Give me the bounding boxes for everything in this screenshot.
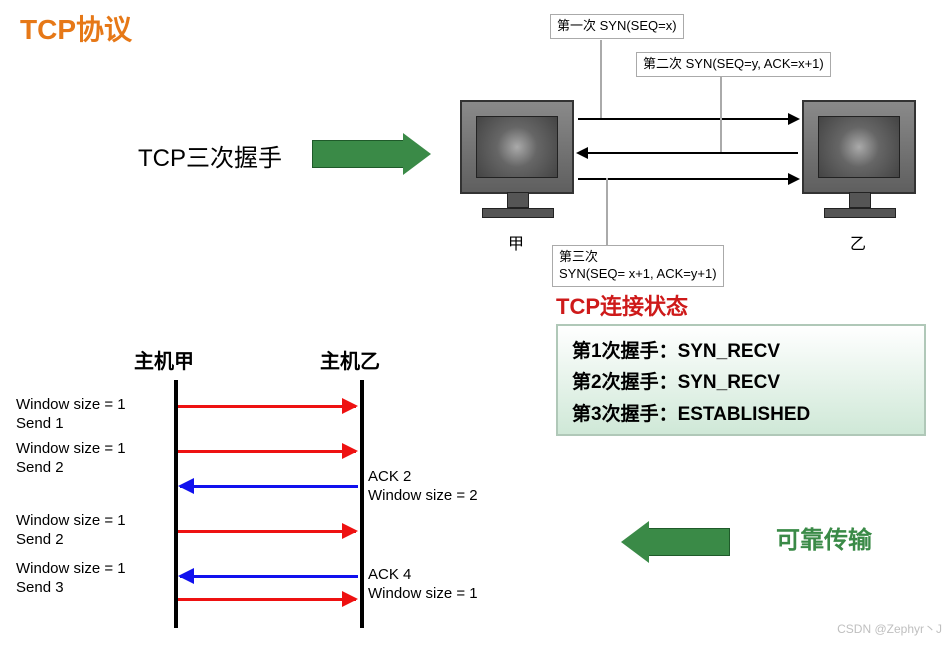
timeline-b (360, 380, 364, 628)
sw-text-3: ACK 2 Window size = 2 (368, 468, 478, 506)
callout-syn2: 第二次 SYN(SEQ=y, ACK=x+1) (636, 52, 831, 77)
seq-arrow-3 (180, 485, 358, 488)
callout-syn1: 第一次 SYN(SEQ=x) (550, 14, 684, 39)
sw-text-6: ACK 4 Window size = 1 (368, 566, 478, 604)
timeline-a (174, 380, 178, 628)
status-box: 第1次握手：SYN_RECV 第2次握手：SYN_RECV 第3次握手：ESTA… (556, 324, 926, 436)
sw-text-5: Window size = 1 Send 3 (16, 560, 126, 598)
seq-arrow-2 (178, 450, 356, 453)
sw-text-1: Window size = 1 Send 1 (16, 396, 126, 434)
status-line-3: 第3次握手：ESTABLISHED (572, 399, 910, 430)
callout-lead-2 (720, 76, 722, 152)
monitor-a-label: 甲 (508, 230, 524, 254)
handshake-line-2 (578, 152, 798, 154)
reliable-label: 可靠传输 (776, 520, 872, 555)
handshake-line-3 (578, 178, 798, 180)
page-title: TCP协议 (20, 8, 132, 48)
callout-syn3: 第三次 SYN(SEQ= x+1, ACK=y+1) (552, 245, 724, 287)
handshake-label: TCP三次握手 (138, 138, 282, 173)
monitor-b-label: 乙 (850, 230, 866, 254)
big-arrow-handshake (312, 140, 404, 168)
watermark: CSDN @Zephyr丶J (837, 620, 942, 637)
monitor-a-icon (460, 100, 574, 194)
host-a-label: 主机甲 (134, 345, 194, 374)
status-line-1: 第1次握手：SYN_RECV (572, 336, 910, 367)
host-b-label: 主机乙 (320, 345, 380, 374)
sw-text-4: Window size = 1 Send 2 (16, 512, 126, 550)
seq-arrow-5 (180, 575, 358, 578)
status-title: TCP连接状态 (556, 289, 688, 321)
monitor-b-icon (802, 100, 916, 194)
big-arrow-reliable (648, 528, 730, 556)
callout-lead-3 (606, 178, 608, 245)
sw-text-2: Window size = 1 Send 2 (16, 440, 126, 478)
seq-arrow-6 (178, 598, 356, 601)
callout-lead-1 (600, 40, 602, 118)
seq-arrow-4 (178, 530, 356, 533)
status-line-2: 第2次握手：SYN_RECV (572, 367, 910, 398)
handshake-line-1 (578, 118, 798, 120)
seq-arrow-1 (178, 405, 356, 408)
